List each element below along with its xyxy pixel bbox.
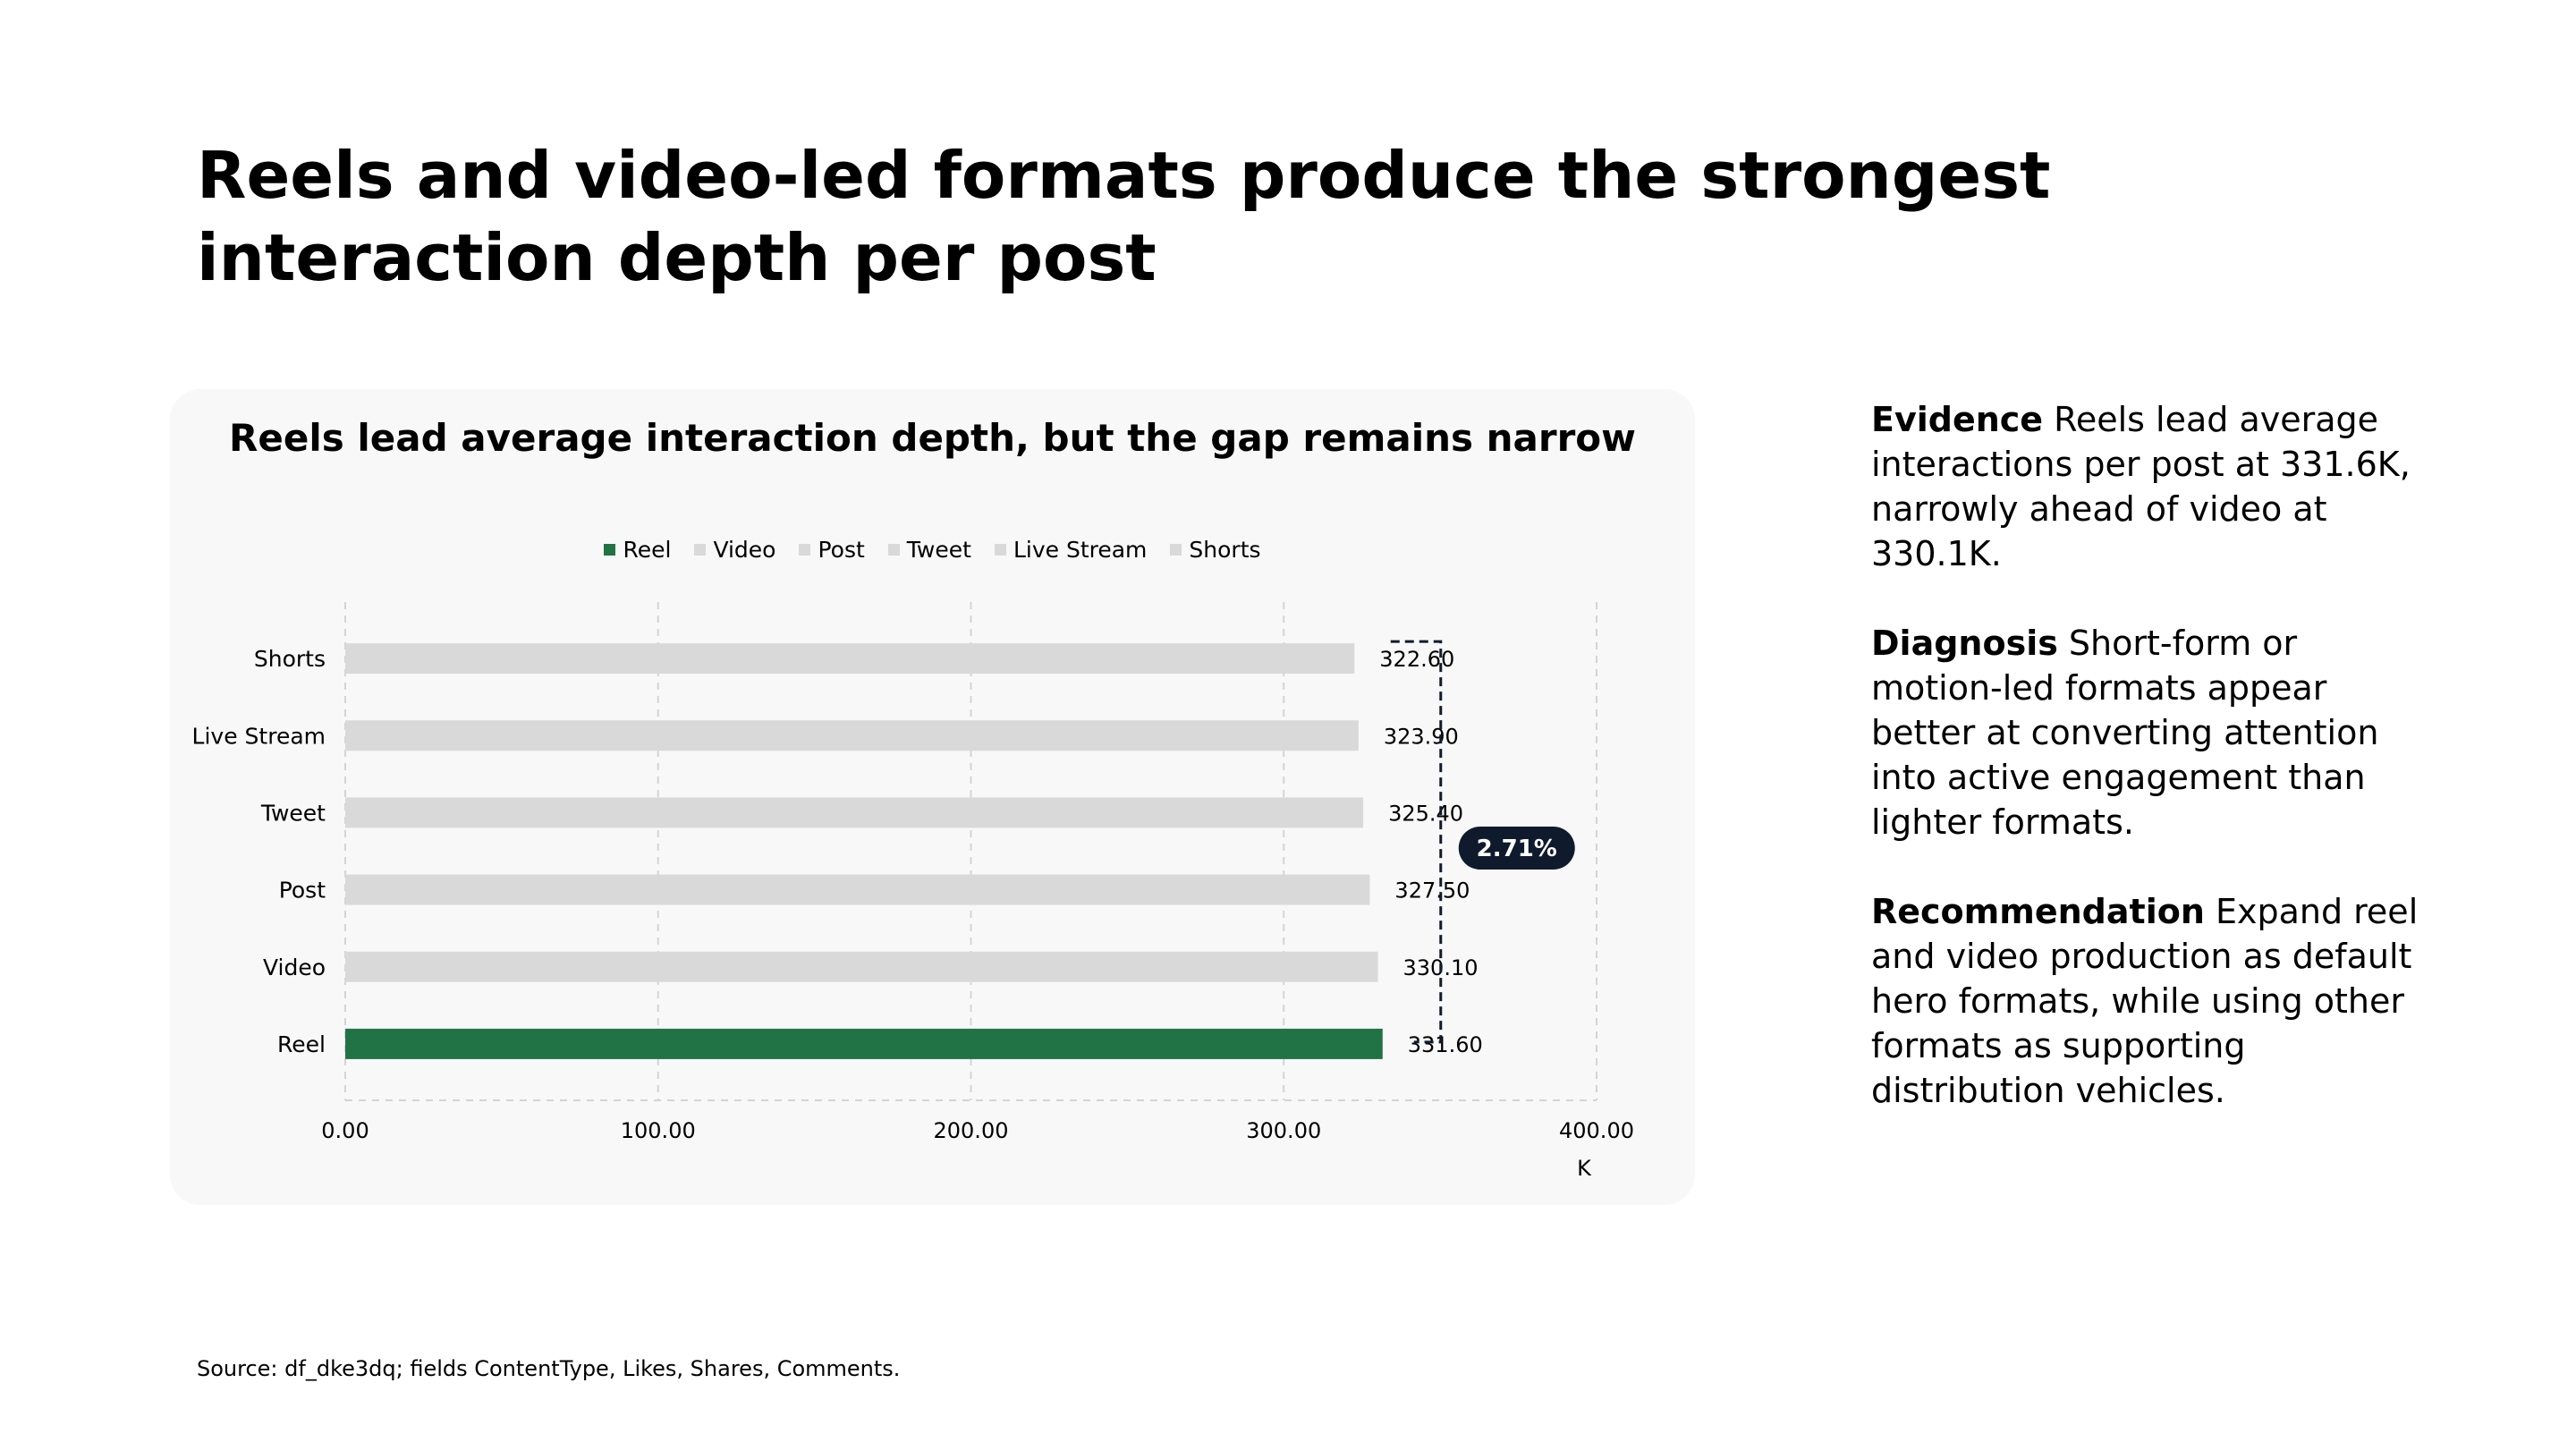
legend-swatch <box>694 544 707 556</box>
bar-video <box>345 951 1378 982</box>
legend-label: Shorts <box>1189 537 1261 563</box>
source-note: Source: df_dke3dq; fields ContentType, L… <box>197 1356 901 1381</box>
value-label: 331.60 <box>1408 1032 1483 1057</box>
category-label: Shorts <box>254 646 326 672</box>
legend-label: Tweet <box>906 537 971 563</box>
legend-swatch <box>604 544 616 556</box>
x-tick-label: 200.00 <box>934 1118 1009 1143</box>
value-label: 327.50 <box>1394 878 1470 904</box>
diagnosis-text: Short-form or motion-led formats appear … <box>1871 624 2379 842</box>
chart-legend: Reel Video Post Tweet Live Stream Shorts <box>170 537 1695 563</box>
legend-swatch <box>994 544 1006 556</box>
legend-item-tweet: Tweet <box>887 537 971 563</box>
x-tick-label: 400.00 <box>1559 1118 1634 1143</box>
legend-label: Video <box>713 537 776 563</box>
category-label: Video <box>263 955 326 980</box>
legend-item-video: Video <box>694 537 775 563</box>
recommendation-text: Expand reel and video production as defa… <box>1871 892 2419 1110</box>
bar-live-stream <box>345 720 1359 751</box>
legend-swatch <box>799 544 811 556</box>
gap-bracket <box>1390 640 1443 1044</box>
gap-badge-label: 2.71% <box>1477 836 1557 862</box>
x-tick-label: 300.00 <box>1246 1118 1321 1143</box>
evidence-label: Evidence <box>1871 400 2044 439</box>
x-tick-label: 100.00 <box>621 1118 696 1143</box>
bar-reel <box>345 1028 1383 1059</box>
evidence-text: Reels lead average interactions per post… <box>1871 400 2411 573</box>
category-label: Tweet <box>260 800 326 826</box>
value-label: 325.40 <box>1388 801 1463 826</box>
legend-item-reel: Reel <box>604 537 671 563</box>
value-label: 322.60 <box>1379 647 1454 672</box>
diagnosis-paragraph: Diagnosis Short-form or motion-led forma… <box>1871 621 2426 844</box>
legend-label: Live Stream <box>1013 537 1148 563</box>
commentary-panel: Evidence Reels lead average interactions… <box>1871 397 2426 1158</box>
x-tick-label: 0.00 <box>321 1118 369 1143</box>
bar-tweet <box>345 797 1364 828</box>
legend-item-shorts: Shorts <box>1170 537 1261 563</box>
legend-item-post: Post <box>799 537 865 563</box>
bar-shorts <box>345 643 1355 675</box>
recommendation-label: Recommendation <box>1871 892 2205 931</box>
legend-item-live-stream: Live Stream <box>994 537 1148 563</box>
category-label: Live Stream <box>192 723 326 749</box>
chart-title: Reels lead average interaction depth, bu… <box>229 416 1636 460</box>
evidence-paragraph: Evidence Reels lead average interactions… <box>1871 397 2426 576</box>
legend-swatch <box>1170 544 1182 556</box>
x-unit-label: K <box>1577 1156 1592 1181</box>
recommendation-paragraph: Recommendation Expand reel and video pro… <box>1871 889 2426 1113</box>
legend-swatch <box>887 544 900 556</box>
category-label: Reel <box>277 1031 326 1057</box>
legend-label: Reel <box>623 537 672 563</box>
value-label: 323.90 <box>1384 724 1459 749</box>
category-label: Post <box>279 878 326 904</box>
gap-badge <box>1458 827 1575 870</box>
bar-chart: Shorts 322.60 Live Stream 323.90 Tweet 325.40… <box>192 602 1634 1181</box>
page-title: Reels and video-led formats produce the … <box>197 138 2051 295</box>
bar-post <box>345 874 1370 905</box>
legend-label: Post <box>818 537 865 563</box>
diagnosis-label: Diagnosis <box>1871 624 2058 663</box>
chart-card: Reels lead average interaction depth, bu… <box>170 389 1695 1205</box>
